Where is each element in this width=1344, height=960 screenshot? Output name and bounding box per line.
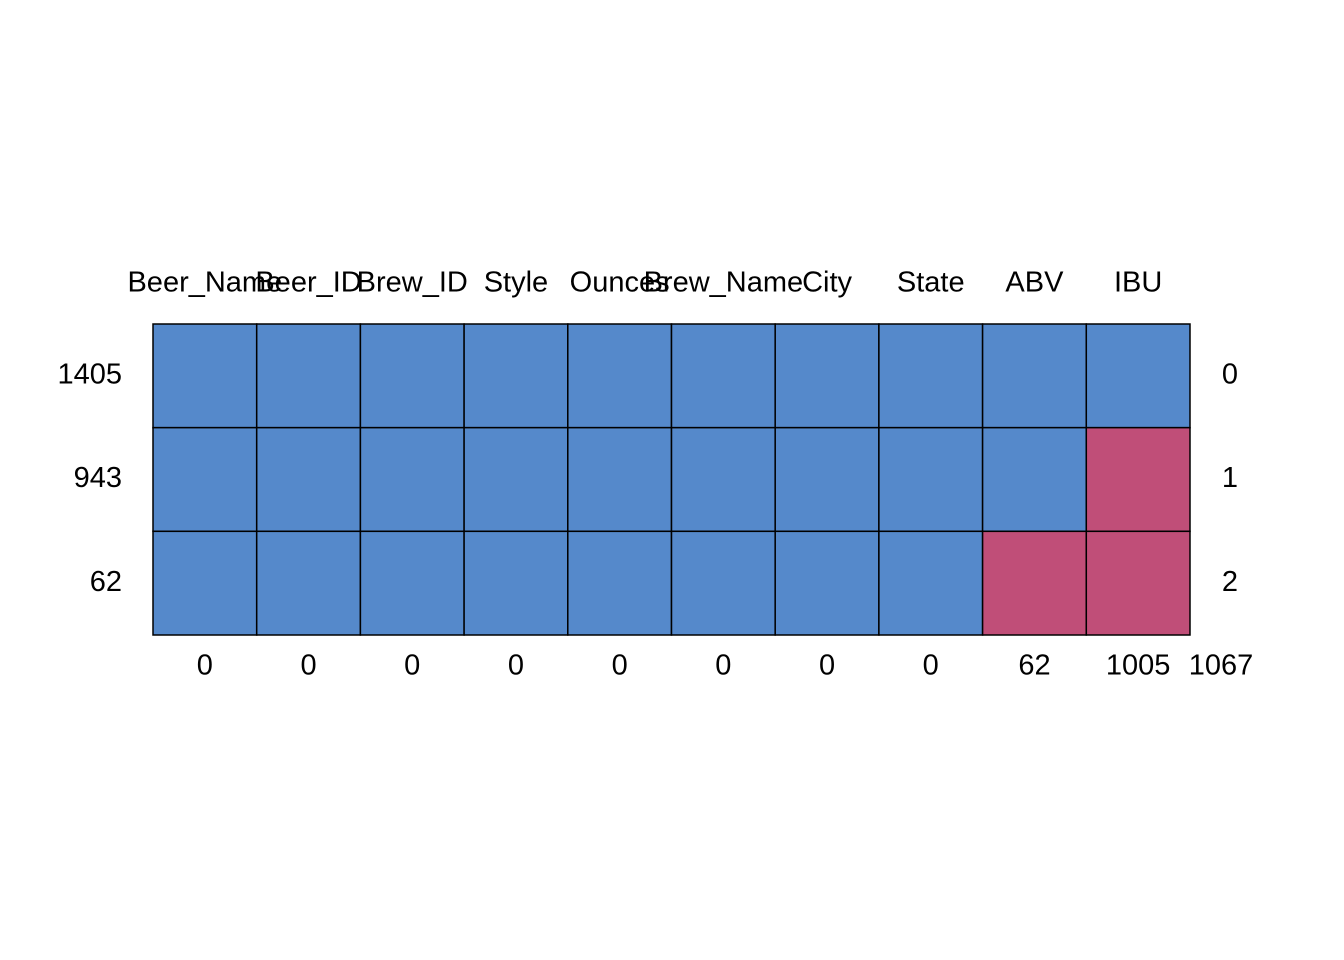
cell xyxy=(878,323,984,429)
cell xyxy=(774,426,880,533)
cell xyxy=(1085,426,1191,533)
cell xyxy=(670,426,776,533)
cell xyxy=(567,530,673,636)
column-missing: 1005 xyxy=(1106,650,1171,682)
cell xyxy=(878,426,984,533)
column-missing: 0 xyxy=(404,650,420,682)
cell xyxy=(1085,530,1191,636)
cell xyxy=(359,426,465,533)
row-count: 1405 xyxy=(57,358,122,390)
column-missing: 0 xyxy=(819,650,835,682)
cell xyxy=(1085,323,1191,429)
cell xyxy=(255,426,362,533)
cell xyxy=(463,426,569,533)
column-missing: 0 xyxy=(508,650,524,682)
cell xyxy=(567,323,673,429)
cell xyxy=(878,530,984,636)
column-label: City xyxy=(802,267,852,299)
column-label: Beer_ID xyxy=(255,267,361,299)
cell xyxy=(359,323,465,429)
cell xyxy=(981,426,1088,533)
column-label: Brew_ID xyxy=(357,267,468,299)
cell xyxy=(981,530,1088,636)
row-missing: 2 xyxy=(1222,566,1238,598)
column-missing: 62 xyxy=(1018,650,1050,682)
column-label: IBU xyxy=(1114,267,1162,299)
row-missing: 0 xyxy=(1222,358,1238,390)
row-count: 943 xyxy=(74,462,122,494)
row-missing: 1 xyxy=(1222,462,1238,494)
cell xyxy=(255,530,362,636)
cell xyxy=(567,426,673,533)
column-missing: 0 xyxy=(197,650,213,682)
cell xyxy=(463,530,569,636)
column-missing: 0 xyxy=(612,650,628,682)
column-label: Style xyxy=(484,267,548,299)
cell xyxy=(152,323,258,429)
cell xyxy=(359,530,465,636)
cell xyxy=(152,530,258,636)
row-count: 62 xyxy=(90,566,122,598)
column-missing: 0 xyxy=(923,650,939,682)
column-missing: 0 xyxy=(300,650,316,682)
cell xyxy=(670,530,776,636)
cell xyxy=(255,323,362,429)
total-missing: 1067 xyxy=(1189,650,1254,682)
cell xyxy=(774,530,880,636)
column-missing: 0 xyxy=(715,650,731,682)
column-label: State xyxy=(897,267,965,299)
column-label: Brew_Name xyxy=(644,267,804,299)
cell xyxy=(463,323,569,429)
cell xyxy=(152,426,258,533)
cell xyxy=(670,323,776,429)
cell xyxy=(981,323,1088,429)
column-label: Ounces xyxy=(570,267,670,299)
column-label: ABV xyxy=(1005,267,1064,299)
cell xyxy=(774,323,880,429)
column-label: Beer_Name xyxy=(127,267,282,299)
